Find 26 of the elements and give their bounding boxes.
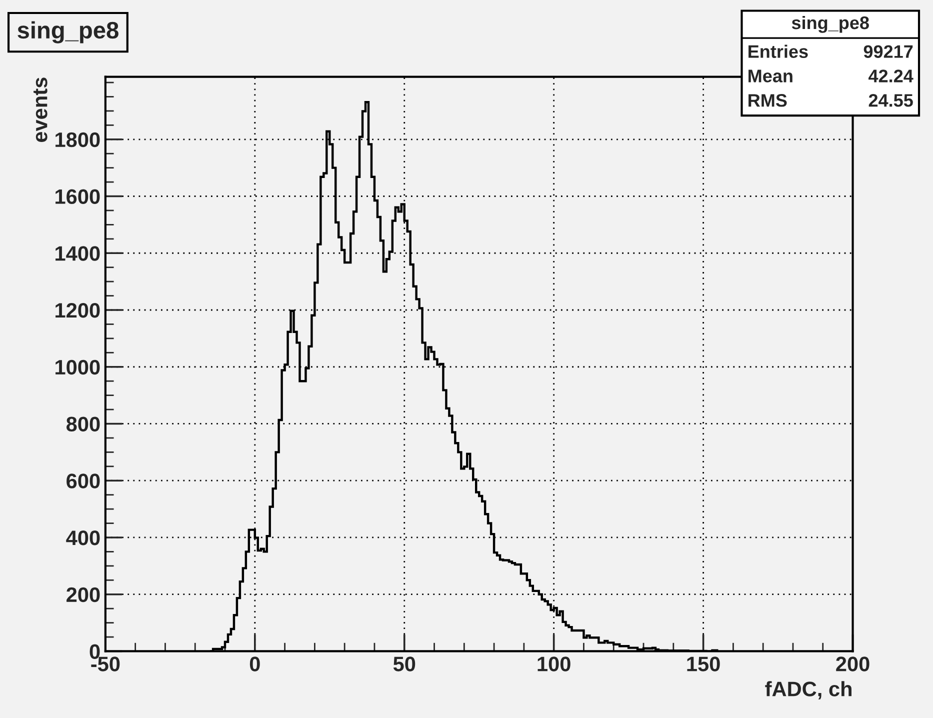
x-axis-title: fADC, ch <box>765 681 852 700</box>
x-tick-label: 100 <box>538 656 570 672</box>
chart-title: sing_pe8 <box>18 21 118 44</box>
text: Entries <box>748 44 808 58</box>
y-tick-label: 1600 <box>56 189 100 204</box>
y-tick-label: 1800 <box>56 132 100 148</box>
y-tick-label: 1400 <box>56 246 100 261</box>
x-tick-label: 50 <box>393 656 416 672</box>
y-tick-label: 0 <box>90 644 100 659</box>
y-tick-label: 1200 <box>56 303 100 318</box>
y-tick-label: 200 <box>66 587 100 602</box>
text: 24.55 <box>868 94 913 107</box>
annotation: Mean <box>748 70 792 82</box>
x-tick-label: 150 <box>687 656 720 672</box>
x-tick-label: 0 <box>250 656 260 672</box>
y-tick-label: 600 <box>66 474 100 488</box>
x-tick-label: -50 <box>91 656 120 672</box>
y-tick-label: 400 <box>66 530 100 546</box>
y-axis-title: events <box>34 78 48 142</box>
text: 42.24 <box>868 70 914 82</box>
text: 99217 <box>864 45 913 58</box>
annotation: RMS <box>748 94 787 107</box>
y-tick-label: 800 <box>66 416 100 432</box>
x-tick-label: 200 <box>836 656 870 672</box>
text: sing_pe8 <box>792 16 869 33</box>
y-tick-label: 1000 <box>56 360 100 375</box>
